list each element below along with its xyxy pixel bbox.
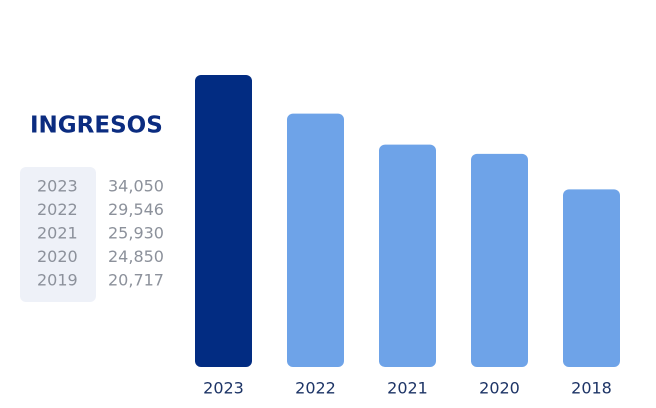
x-tick-label: 2023 bbox=[203, 379, 244, 398]
table-year: 2023 bbox=[37, 177, 78, 196]
table-value: 20,717 bbox=[108, 271, 164, 290]
chart-title: INGRESOS bbox=[30, 113, 163, 139]
table-year: 2020 bbox=[37, 247, 78, 266]
bar bbox=[287, 113, 344, 368]
x-tick-label: 2018 bbox=[571, 379, 612, 398]
table-value: 25,930 bbox=[108, 224, 164, 243]
x-tick-label: 2021 bbox=[387, 379, 428, 398]
table-value: 34,050 bbox=[108, 177, 164, 196]
table-value: 24,850 bbox=[108, 247, 164, 266]
table-year: 2019 bbox=[37, 271, 78, 290]
table-year: 2022 bbox=[37, 200, 78, 219]
x-tick-label: 2020 bbox=[479, 379, 520, 398]
x-tick-label: 2022 bbox=[295, 379, 336, 398]
bar bbox=[379, 144, 436, 367]
bar bbox=[471, 153, 528, 367]
table-year: 2021 bbox=[37, 224, 78, 243]
bar bbox=[195, 75, 252, 367]
table-box bbox=[20, 167, 96, 302]
table-value: 29,546 bbox=[108, 200, 164, 219]
bar bbox=[563, 189, 620, 367]
